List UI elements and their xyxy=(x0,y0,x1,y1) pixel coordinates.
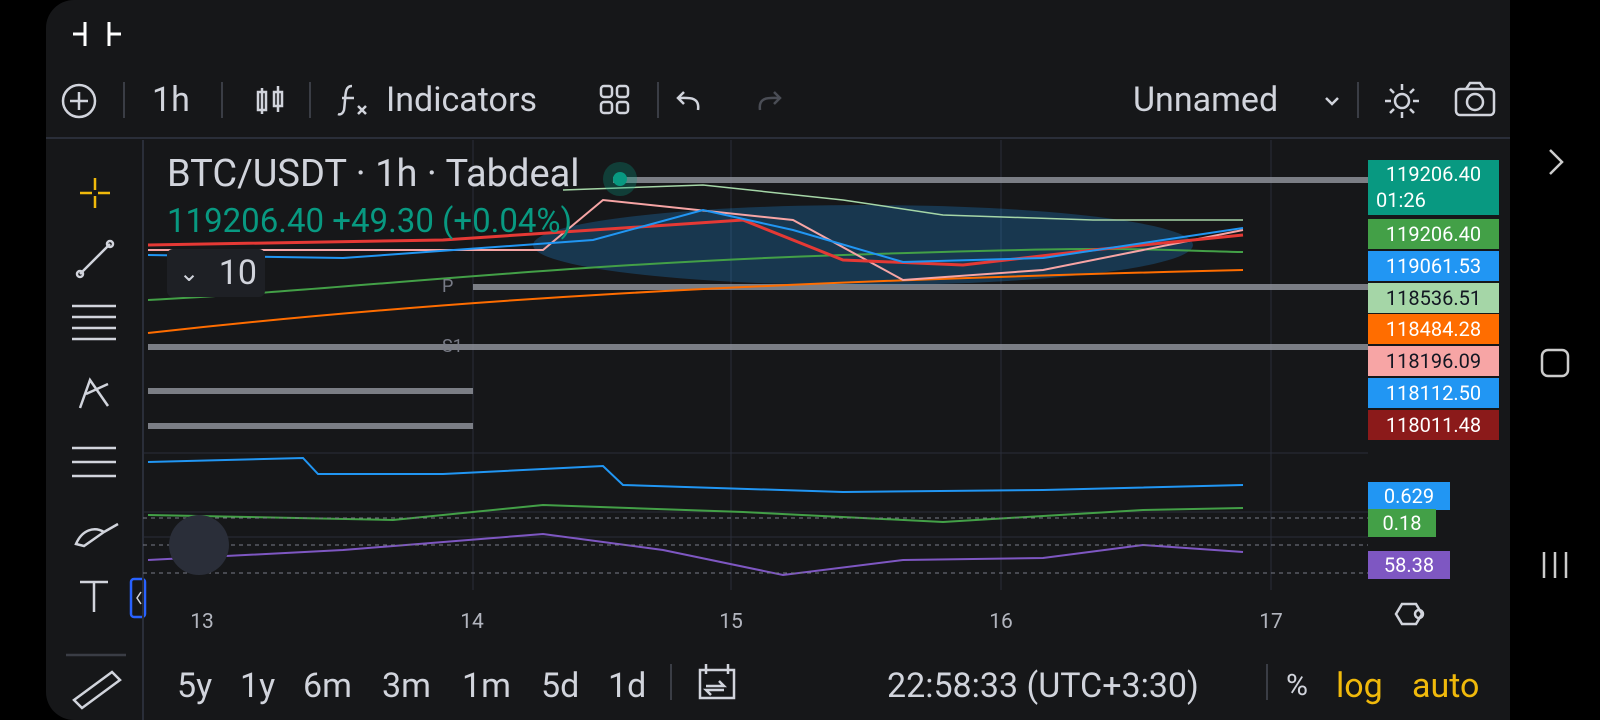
range-button[interactable]: 5d xyxy=(541,666,580,706)
symbol-title: BTC/USDT · 1h · Tabdeal xyxy=(167,152,627,196)
status-dot xyxy=(612,172,627,186)
indicator-label: 0.18 xyxy=(1368,509,1436,537)
quote: 119206.40 +49.30 (+0.04%) xyxy=(167,202,573,241)
range-button[interactable]: 1y xyxy=(240,666,276,706)
time-label: 17 xyxy=(1259,610,1283,634)
time-label: 15 xyxy=(719,610,743,634)
price-text: 119061.53 xyxy=(1385,254,1482,278)
price-label: 118011.48 xyxy=(1368,410,1499,440)
indicator-label: 58.38 xyxy=(1368,551,1450,579)
range-button[interactable]: 6m xyxy=(303,666,352,706)
time-label: 13 xyxy=(190,610,214,634)
symbol: BTC/USDT xyxy=(167,152,347,196)
price-text: 119206.40 xyxy=(1385,222,1482,246)
price-label: 118536.51 xyxy=(1368,283,1499,313)
pivot-label: S1 xyxy=(442,336,463,357)
interval: 1h xyxy=(375,152,418,196)
price-label: 118196.09 xyxy=(1368,346,1499,376)
chart-drawing xyxy=(143,140,1368,590)
app-panel xyxy=(46,0,1510,720)
price-text: 118196.09 xyxy=(1385,349,1482,373)
price-label: 119206.40 xyxy=(1368,219,1499,249)
range-button[interactable]: 3m xyxy=(382,666,431,706)
percent-toggle[interactable]: % xyxy=(1286,668,1308,703)
price-label: 119061.53 xyxy=(1368,251,1499,281)
range-button[interactable]: 1m xyxy=(462,666,511,706)
price-text: 118536.51 xyxy=(1385,286,1482,310)
price-text: 118011.48 xyxy=(1385,413,1482,437)
time-label: 14 xyxy=(460,610,484,634)
price-label: 118484.28 xyxy=(1368,314,1499,344)
range-button[interactable]: 1d xyxy=(608,666,647,706)
price-text: 118484.28 xyxy=(1385,317,1482,341)
layout-name[interactable]: Unnamed xyxy=(1133,80,1279,120)
price-label: 119206.40 01:26 xyxy=(1368,160,1499,215)
price-label: 118112.50 xyxy=(1368,378,1499,408)
range-button[interactable]: 5y xyxy=(177,666,213,706)
price-text: 119206.40 xyxy=(1385,162,1482,186)
exchange: Tabdeal xyxy=(445,152,580,196)
hidden-count: 10 xyxy=(218,253,257,293)
time-label: 16 xyxy=(989,610,1013,634)
clock: 22:58:33 (UTC+3:30) xyxy=(887,666,1199,706)
pivot-label: P xyxy=(442,276,454,297)
indicators-button[interactable]: Indicators xyxy=(386,80,538,120)
interval-button[interactable]: 1h xyxy=(152,80,190,120)
log-toggle[interactable]: log xyxy=(1336,666,1383,706)
indicator-label: 0.629 xyxy=(1368,482,1450,510)
price-text: 118112.50 xyxy=(1385,381,1482,405)
auto-toggle[interactable]: auto xyxy=(1412,666,1480,706)
indicators-toggle[interactable]: ⌄ 10 xyxy=(167,249,265,297)
countdown: 01:26 xyxy=(1376,188,1426,212)
